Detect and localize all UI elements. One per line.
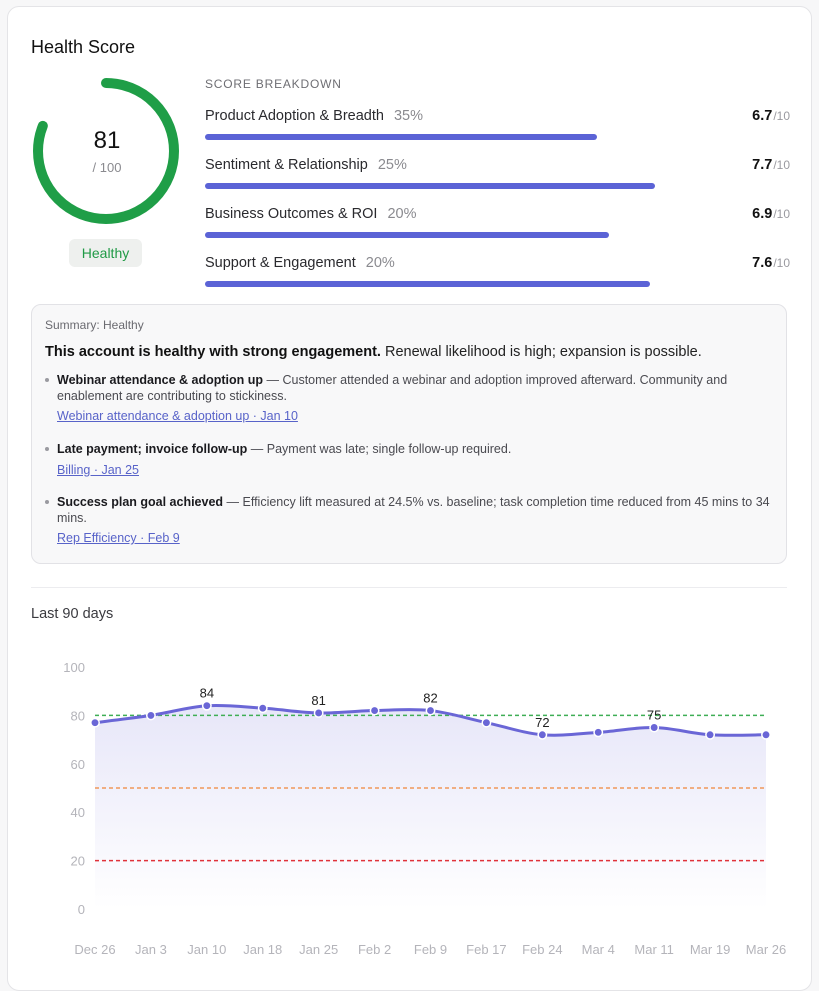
bullet-dot [45, 500, 49, 504]
summary-item-link[interactable]: Webinar attendance & adoption up · Jan 1… [57, 409, 298, 423]
health-score-card: Health Score 81 / 100 Healthy SCORE BREA… [7, 6, 812, 991]
breakdown-bar [205, 183, 656, 189]
bullet-dot [45, 447, 49, 451]
summary-item-title: Success plan goal achieved [57, 495, 224, 509]
breakdown-score: 6.9 [752, 206, 773, 222]
chart-title: Last 90 days [31, 606, 114, 622]
summary-item-link[interactable]: Rep Efficiency · Feb 9 [57, 531, 180, 545]
breakdown-score: 6.7 [752, 108, 773, 124]
gauge-arc [33, 78, 179, 224]
breakdown-score: 7.7 [752, 157, 773, 173]
breakdown-score: 7.6 [752, 255, 773, 271]
breakdown-row: Product Adoption & Breadth 35% 6.7/10 [205, 108, 790, 154]
section-divider [31, 587, 787, 588]
card-title: Health Score [31, 37, 136, 57]
summary-label: Summary: Healthy [45, 318, 144, 332]
summary-item-text: — Efficiency lift measured at 24.5% vs. … [57, 495, 770, 525]
summary-panel: Summary: Healthy This account is healthy… [31, 304, 787, 564]
bullet-dot [45, 378, 49, 382]
summary-headline: This account is healthy with strong enga… [45, 344, 775, 360]
breakdown-label: Sentiment & Relationship [205, 157, 368, 173]
summary-item-title: Webinar attendance & adoption up [57, 373, 264, 387]
breakdown-label: Product Adoption & Breadth [205, 108, 384, 124]
breakdown-bar [205, 281, 650, 287]
breakdown-weight: 35% [393, 108, 423, 124]
breakdown-bar [205, 134, 597, 140]
health-gauge [33, 78, 179, 224]
breakdown-score-max: /10 [773, 256, 790, 270]
breakdown-weight: 25% [377, 157, 407, 173]
summary-headline-rest: Renewal likelihood is high; expansion is… [380, 344, 702, 360]
breakdown-score-max: /10 [773, 207, 790, 221]
breakdown-row: Sentiment & Relationship 25% 7.7/10 [205, 157, 790, 203]
breakdown-weight: 20% [387, 206, 417, 222]
gauge-score: 81 [93, 127, 121, 154]
breakdown-row: Support & Engagement 20% 7.6/10 [205, 255, 790, 301]
summary-item-link[interactable]: Billing · Jan 25 [57, 463, 139, 477]
breakdown-weight: 20% [365, 255, 395, 271]
breakdown-score-max: /10 [773, 158, 790, 172]
gauge-max: / 100 [92, 160, 122, 175]
summary-headline-bold: This account is healthy with strong enga… [45, 344, 381, 360]
breakdown-heading: SCORE BREAKDOWN [205, 77, 342, 91]
breakdown-bar [205, 232, 609, 238]
breakdown-score-max: /10 [773, 109, 790, 123]
breakdown-row: Business Outcomes & ROI 20% 6.9/10 [205, 206, 790, 252]
status-badge: Healthy [69, 239, 142, 267]
summary-item-text: — Payment was late; single follow-up req… [247, 442, 512, 456]
breakdown-label: Support & Engagement [205, 255, 356, 271]
summary-item-text: — Customer attended a webinar and adopti… [57, 373, 728, 403]
summary-item-title: Late payment; invoice follow-up [57, 442, 248, 456]
breakdown-label: Business Outcomes & ROI [205, 206, 378, 222]
